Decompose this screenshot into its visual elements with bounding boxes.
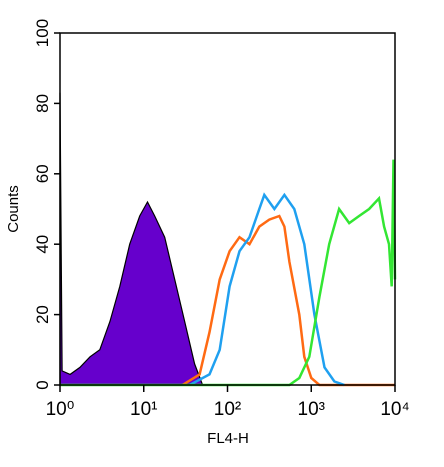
x-axis-label: FL4-H <box>207 430 249 447</box>
histogram-line <box>189 192 345 387</box>
histogram-area <box>59 92 204 386</box>
y-tick-label: 20 <box>33 305 52 324</box>
x-tick-label: 10⁰ <box>46 399 75 420</box>
y-tick-label: 100 <box>33 19 52 47</box>
histogram-line <box>60 159 397 387</box>
y-tick-label: 40 <box>33 235 52 254</box>
y-tick-label: 60 <box>33 164 52 183</box>
x-tick-label: 10² <box>214 399 241 420</box>
y-tick-label: 80 <box>33 94 52 113</box>
y-axis-label: Counts <box>5 185 22 233</box>
x-tick-label: 10¹ <box>130 399 157 420</box>
x-tick-label: 10³ <box>298 399 325 420</box>
x-tick-label: 10⁴ <box>380 399 409 420</box>
y-tick-label: 0 <box>33 380 52 389</box>
